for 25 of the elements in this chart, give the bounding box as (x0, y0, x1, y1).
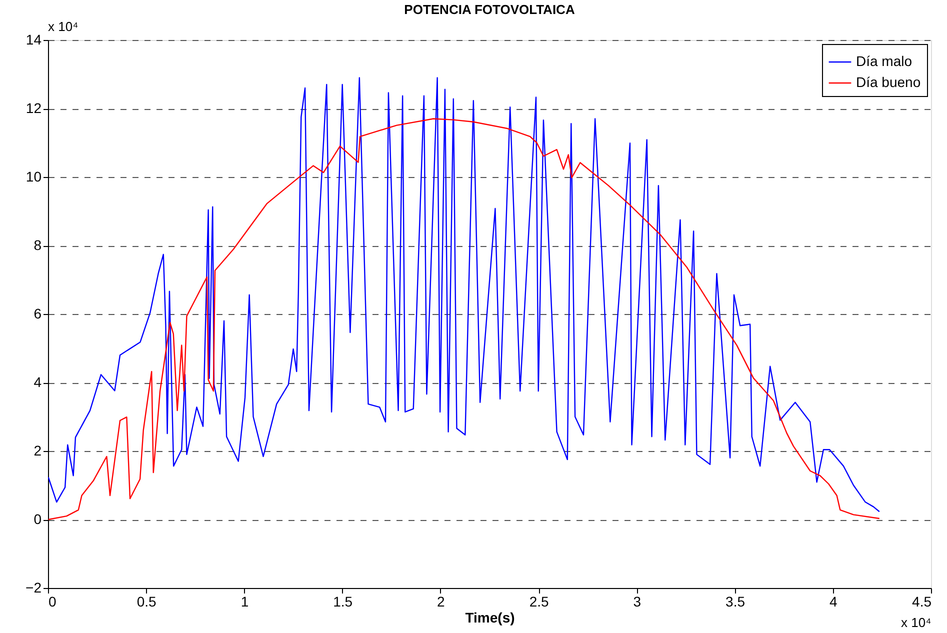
x-axis-title: Time(s) (465, 610, 515, 626)
x-tick-label: 4.5 (912, 594, 932, 610)
y-tick-label: −2 (26, 580, 42, 596)
y-tick-label: 12 (26, 100, 42, 116)
y-tick-label: 14 (26, 32, 42, 48)
legend-label: Día bueno (856, 74, 921, 90)
x-tick-label: 2.5 (529, 594, 549, 610)
text: x 10⁴ (48, 19, 78, 34)
y-tick-label: 4 (34, 374, 42, 390)
text: x 10⁴ (901, 615, 932, 630)
x-tick-label: 1 (240, 594, 249, 610)
y-tick-label: 2 (34, 442, 42, 458)
y-tick-label: 0 (34, 511, 42, 527)
chart-title: POTENCIA FOTOVOLTAICA (404, 2, 576, 17)
y-tick-label: 6 (34, 306, 42, 322)
y-tick-label: 10 (26, 168, 42, 184)
x-tick-label: 1.5 (333, 594, 353, 610)
x-tick-label: 0.5 (136, 594, 157, 610)
x-tick-label: 3 (633, 594, 642, 610)
x-tick-label: 2 (437, 594, 446, 610)
y-tick-label: 8 (34, 237, 42, 253)
x-tick-label: 0 (48, 594, 56, 610)
x-tick-label: 3.5 (726, 594, 746, 610)
x-tick-label: 4 (829, 594, 838, 610)
legend-label: Día malo (856, 53, 912, 69)
